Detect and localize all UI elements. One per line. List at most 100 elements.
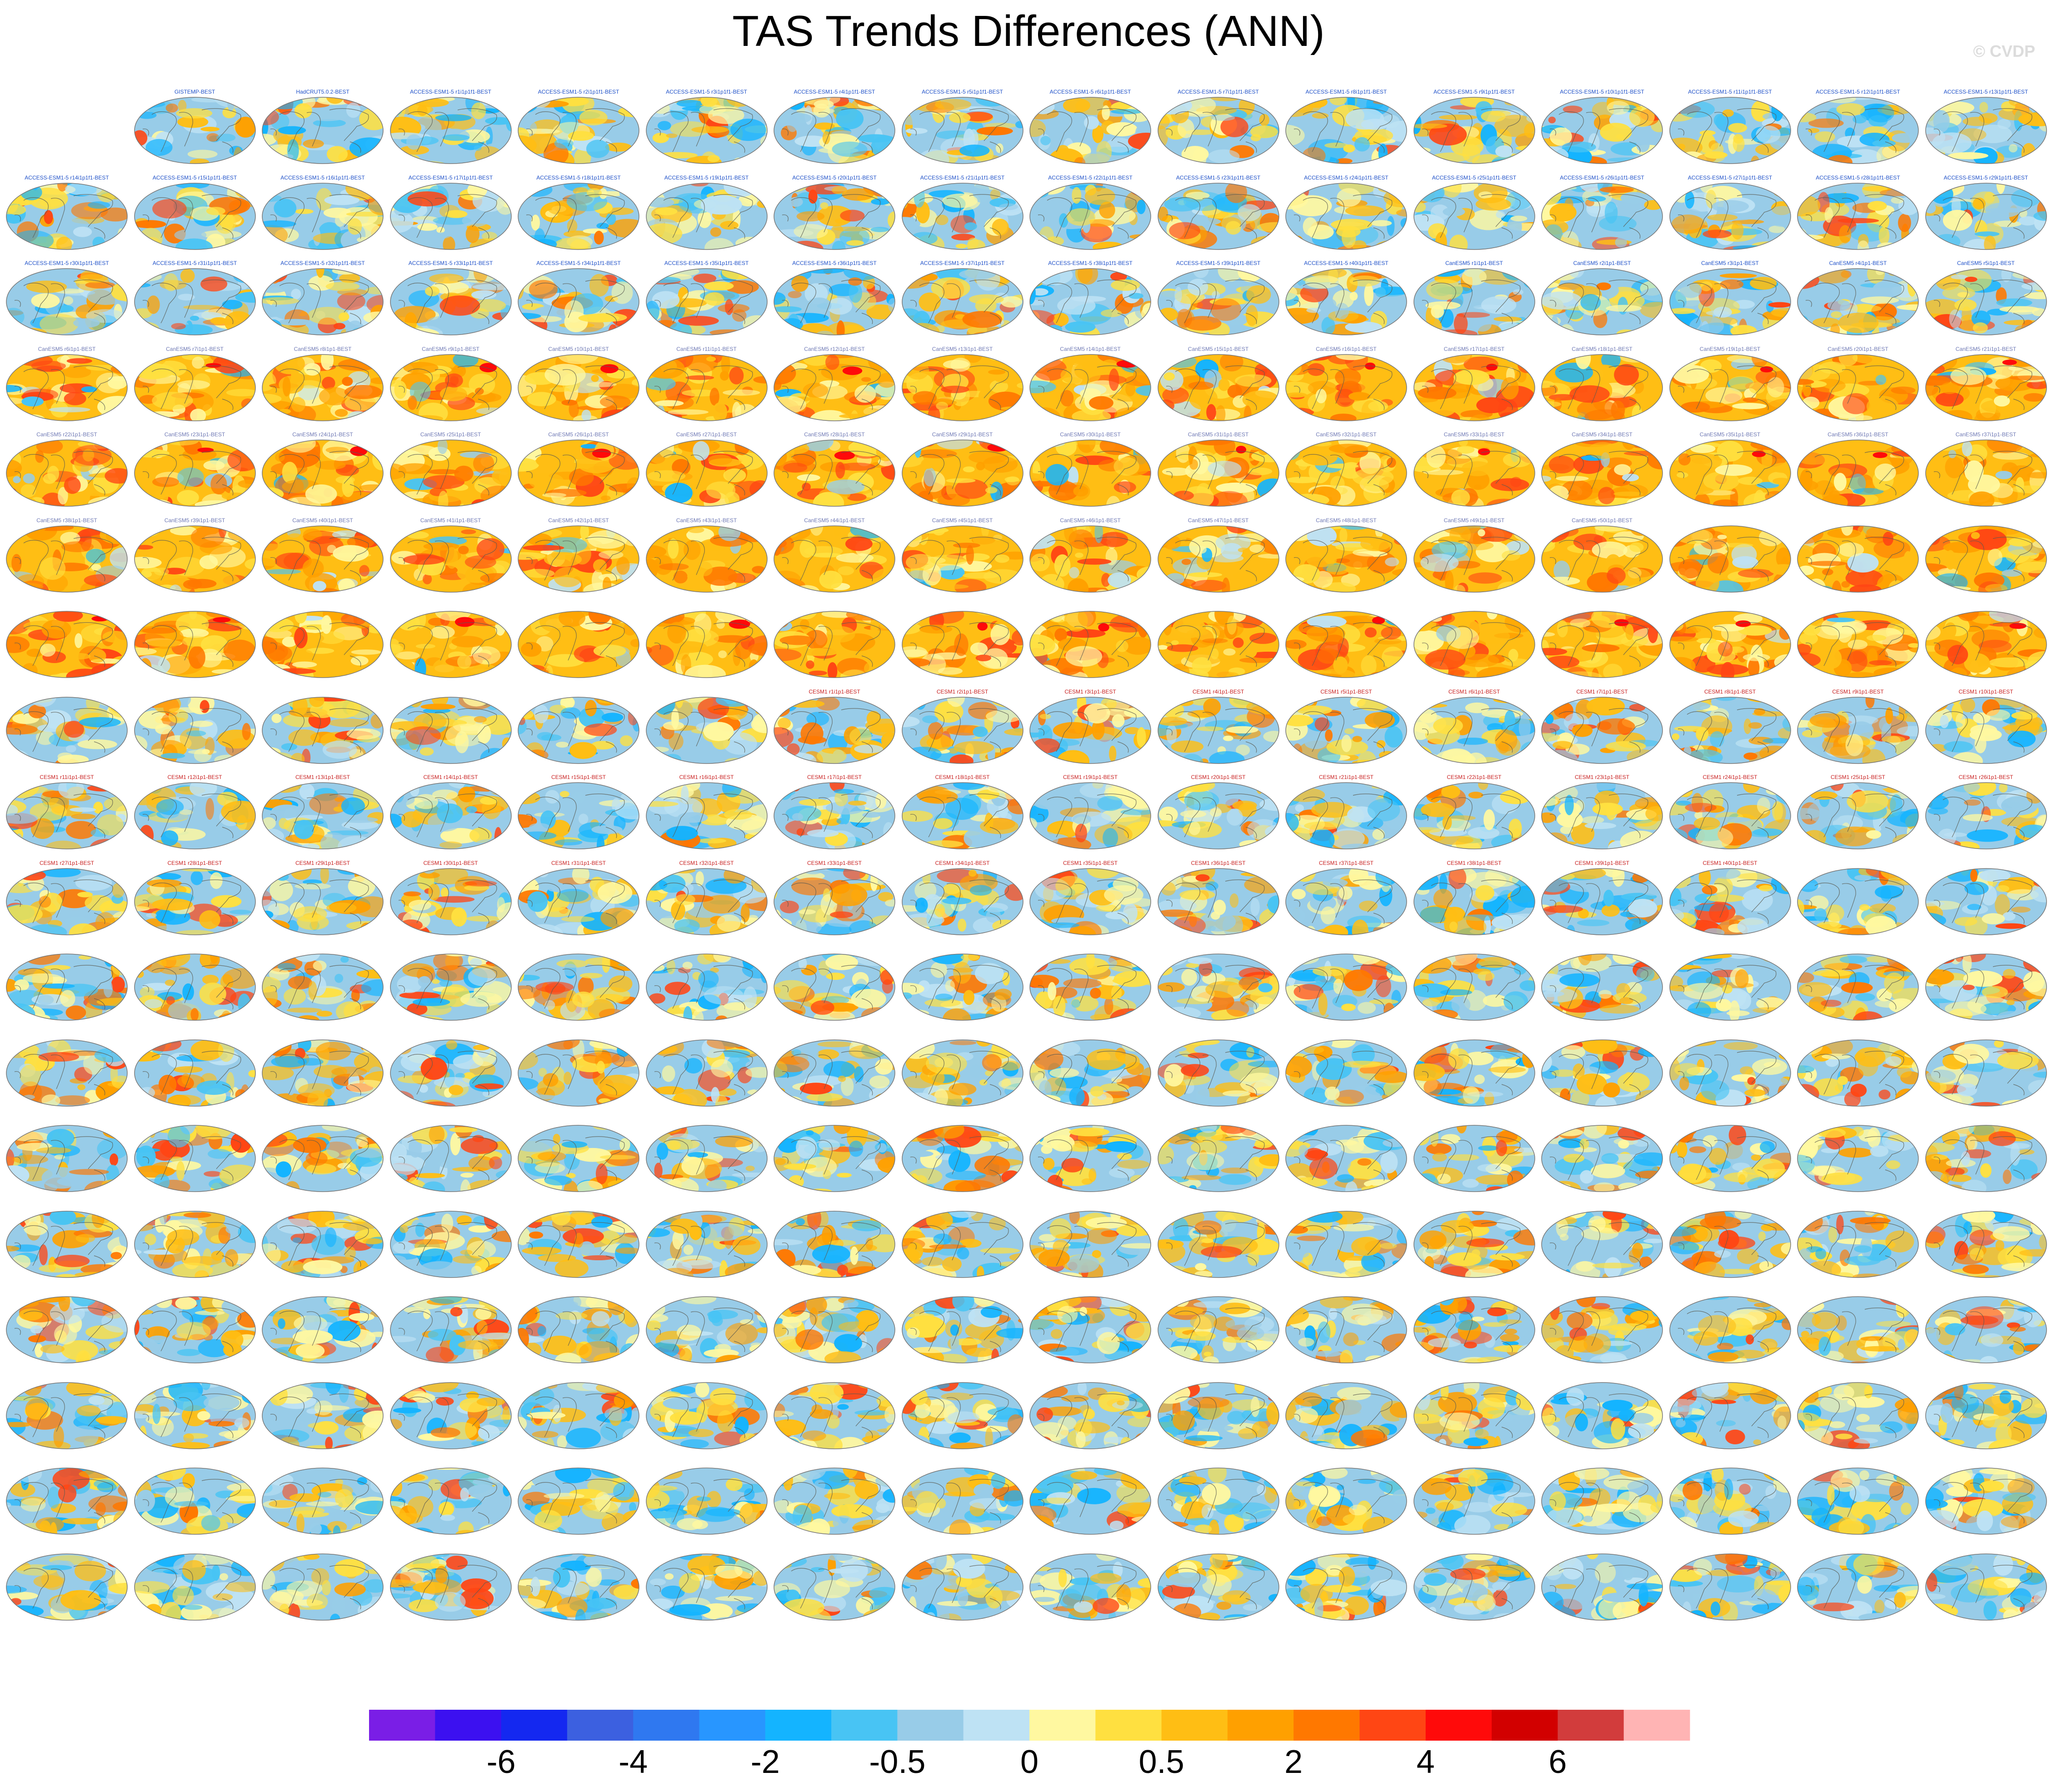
map-panel <box>645 1467 768 1535</box>
map-panel: ACCESS-ESM1-5 r13i1p1f1-BEST <box>1925 89 2047 165</box>
globe-map <box>1157 1468 1279 1535</box>
colorbar-tick-label: 2 <box>1284 1744 1303 1780</box>
map-panel: ACCESS-ESM1-5 r3i1p1f1-BEST <box>645 89 768 165</box>
map-panel <box>1029 1296 1152 1364</box>
globe-map <box>1541 782 1663 849</box>
map-panel <box>1669 1210 1792 1278</box>
map-panel: ACCESS-ESM1-5 r18i1p1f1-BEST <box>517 175 640 250</box>
panel-label: CanESM5 r24i1p1-BEST <box>292 431 353 438</box>
globe-map <box>645 1553 768 1621</box>
map-panel: ACCESS-ESM1-5 r37i1p1f1-BEST <box>901 260 1024 336</box>
panel-label: ACCESS-ESM1-5 r18i1p1f1-BEST <box>536 174 621 181</box>
map-panel: ACCESS-ESM1-5 r7i1p1f1-BEST <box>1157 89 1280 165</box>
globe-map <box>6 868 128 935</box>
panel-label: CanESM5 r16i1p1-BEST <box>1316 345 1377 352</box>
globe-map <box>6 1553 128 1621</box>
map-panel <box>5 1467 128 1535</box>
globe-map <box>1413 439 1535 507</box>
map-panel <box>134 610 256 679</box>
map-panel <box>134 1210 256 1278</box>
colorbar-segment <box>501 1710 568 1741</box>
panel-label: CESM1 r19i1p1-BEST <box>1063 774 1118 780</box>
globe-map <box>389 1553 512 1621</box>
map-panel: CESM1 r18i1p1-BEST <box>901 774 1024 850</box>
map-panel: ACCESS-ESM1-5 r2i1p1f1-BEST <box>517 89 640 165</box>
map-panel <box>1797 953 1919 1021</box>
map-panel <box>901 1382 1024 1450</box>
panel-label: CESM1 r11i1p1-BEST <box>40 774 94 780</box>
globe-map <box>1925 182 2047 250</box>
globe-map <box>389 268 512 335</box>
colorbar-segment <box>1425 1710 1492 1741</box>
globe-map <box>518 1382 639 1449</box>
globe-map <box>645 953 768 1021</box>
globe-map <box>1029 1125 1151 1192</box>
map-panel: CanESM5 r31i1p1-BEST <box>1157 431 1280 507</box>
globe-map <box>1669 1296 1791 1363</box>
panel-label: ACCESS-ESM1-5 r8i1p1f1-BEST <box>1305 89 1387 95</box>
map-panel: ACCESS-ESM1-5 r1i1p1f1-BEST <box>389 89 512 165</box>
map-panel <box>1797 525 1919 593</box>
map-panel <box>1157 953 1280 1021</box>
map-panel: ACCESS-ESM1-5 r26i1p1f1-BEST <box>1541 175 1663 250</box>
panel-label: CanESM5 r27i1p1-BEST <box>676 431 737 438</box>
map-panel: CanESM5 r4i1p1-BEST <box>1797 260 1919 336</box>
panel-label: ACCESS-ESM1-5 r17i1p1f1-BEST <box>408 174 493 181</box>
panel-label: CESM1 r34i1p1-BEST <box>935 859 990 866</box>
map-panel: CESM1 r34i1p1-BEST <box>901 860 1024 936</box>
map-panel: CESM1 r30i1p1-BEST <box>389 860 512 936</box>
map-panel: CanESM5 r46i1p1-BEST <box>1029 517 1152 593</box>
panel-label: CESM1 r10i1p1-BEST <box>1958 688 2013 695</box>
map-panel: CanESM5 r40i1p1-BEST <box>261 517 384 593</box>
map-panel <box>1541 1467 1663 1535</box>
map-panel <box>1157 1467 1280 1535</box>
globe-map <box>1413 1296 1535 1363</box>
globe-map <box>1797 868 1919 935</box>
map-panel: ACCESS-ESM1-5 r11i1p1f1-BEST <box>1669 89 1792 165</box>
globe-map <box>1669 953 1791 1021</box>
map-panel: CESM1 r15i1p1-BEST <box>517 774 640 850</box>
map-panel: CanESM5 r23i1p1-BEST <box>134 431 256 507</box>
globe-map <box>774 354 895 421</box>
map-panel <box>1797 1296 1919 1364</box>
globe-map <box>774 1210 895 1278</box>
globe-map <box>1797 696 1919 764</box>
globe-map <box>389 354 512 421</box>
globe-map <box>389 782 512 849</box>
map-panel <box>773 953 896 1021</box>
map-panel <box>261 610 384 679</box>
panel-label: CanESM5 r47i1p1-BEST <box>1188 517 1249 524</box>
globe-map <box>645 1039 768 1107</box>
map-panel: ACCESS-ESM1-5 r6i1p1f1-BEST <box>1029 89 1152 165</box>
map-panel <box>901 1553 1024 1621</box>
panel-label: CanESM5 r7i1p1-BEST <box>166 345 224 352</box>
map-panel: CESM1 r4i1p1-BEST <box>1157 689 1280 764</box>
map-panel <box>1285 1467 1408 1535</box>
map-panel <box>901 1210 1024 1278</box>
globe-map <box>1285 354 1407 421</box>
globe-map <box>1285 1039 1407 1107</box>
globe-map <box>262 953 384 1021</box>
map-panel <box>773 1553 896 1621</box>
globe-map <box>1541 525 1663 593</box>
colorbar-segment <box>1293 1710 1360 1741</box>
globe-map <box>645 1382 768 1449</box>
map-panel: ACCESS-ESM1-5 r36i1p1f1-BEST <box>773 260 896 336</box>
map-panel <box>1413 610 1536 679</box>
globe-map <box>262 1296 384 1363</box>
map-panel: CanESM5 r21i1p1-BEST <box>1925 346 2047 422</box>
panel-label: ACCESS-ESM1-5 r39i1p1f1-BEST <box>1176 260 1261 266</box>
globe-map <box>1541 268 1663 335</box>
globe-map <box>1157 1210 1279 1278</box>
globe-map <box>389 525 512 593</box>
globe-map <box>1029 782 1151 849</box>
panel-label: CanESM5 r40i1p1-BEST <box>292 517 353 524</box>
globe-map <box>262 782 384 849</box>
panel-label: CanESM5 r28i1p1-BEST <box>804 431 865 438</box>
globe-map <box>389 97 512 164</box>
map-panel <box>1669 953 1792 1021</box>
globe-map <box>774 782 895 849</box>
map-panel <box>5 1553 128 1621</box>
globe-map <box>1029 182 1151 250</box>
globe-map <box>1157 1553 1279 1621</box>
